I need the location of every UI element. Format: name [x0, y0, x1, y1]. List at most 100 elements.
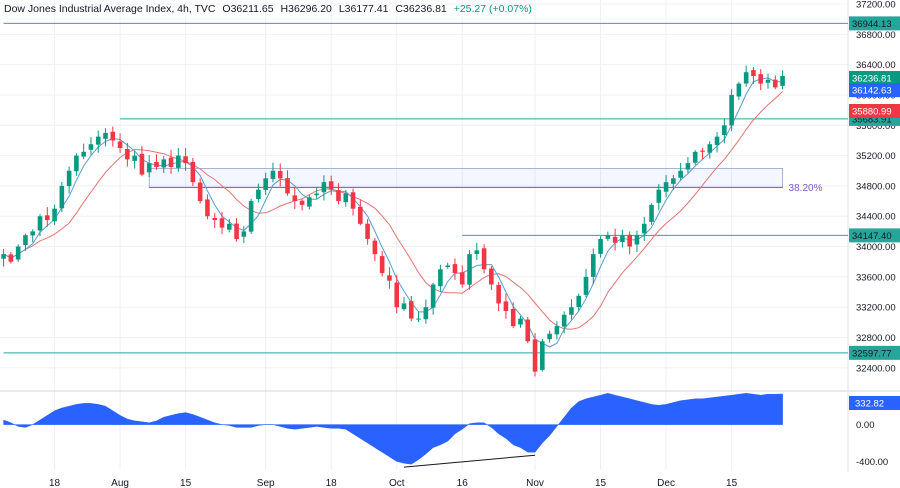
candle — [714, 132, 720, 153]
candle-body — [277, 171, 283, 179]
candle-body — [103, 132, 108, 139]
osc-tick-label: 0.00 — [856, 420, 875, 431]
candle-body — [678, 170, 683, 178]
price-tick-label: 37200.00 — [856, 0, 896, 11]
candle — [95, 130, 101, 153]
candle-body — [503, 301, 509, 311]
candle-body — [168, 157, 174, 167]
candle — [416, 311, 421, 323]
candle — [656, 184, 662, 211]
candle — [612, 228, 618, 251]
candle — [8, 252, 14, 264]
candle — [350, 188, 356, 216]
time-tick-label: Nov — [526, 478, 544, 488]
candle-body — [707, 144, 713, 153]
candle — [132, 151, 137, 169]
candle-body — [212, 218, 218, 221]
candle-body — [66, 170, 72, 187]
price-tick-label: 34400.00 — [856, 212, 896, 223]
candle-body — [226, 223, 232, 230]
candle-body — [176, 155, 181, 168]
candle — [241, 226, 247, 244]
candle-body — [605, 235, 611, 239]
candle — [401, 297, 407, 311]
candle-body — [205, 199, 210, 217]
candle — [321, 175, 327, 201]
candle — [234, 218, 239, 242]
fast-moving-average — [3, 77, 783, 348]
candle — [277, 163, 283, 187]
candle-body — [692, 151, 698, 163]
candle-body — [576, 295, 582, 308]
candle-body — [474, 250, 480, 254]
candle-body — [197, 182, 203, 202]
level-price-label: 35683.91 — [852, 114, 892, 125]
candle-body — [765, 79, 771, 83]
candle-body — [285, 178, 290, 194]
candle-body — [350, 192, 356, 209]
candle — [489, 266, 494, 291]
candle — [423, 299, 429, 324]
candle — [445, 262, 450, 269]
level-price-label: 32597.77 — [852, 348, 892, 359]
candle-body — [554, 326, 560, 335]
candle-body — [612, 236, 618, 243]
candle — [146, 155, 152, 177]
candle — [503, 293, 509, 319]
symbol-title: Dow Jones Industrial Average Index, 4h, … — [4, 3, 216, 15]
candle-body — [700, 150, 705, 152]
candle — [729, 89, 734, 132]
candle — [518, 315, 523, 328]
candle — [263, 172, 268, 196]
candle — [154, 154, 159, 170]
candle-body — [263, 178, 268, 191]
fast-ma-price-label: 36142.63 — [852, 86, 892, 97]
candle-body — [772, 79, 778, 88]
slow-ma-price-label-bg — [849, 103, 900, 118]
candle-body — [525, 319, 531, 342]
candle-body — [146, 163, 152, 173]
candle-body — [30, 231, 36, 236]
candle — [780, 70, 785, 90]
candle-body — [190, 161, 196, 183]
candle-body — [358, 206, 363, 224]
candle — [671, 174, 676, 190]
price-tick-label: 33200.00 — [856, 303, 896, 314]
candle-body — [1, 254, 6, 259]
time-tick-label: Sep — [257, 478, 275, 488]
candle — [765, 73, 771, 89]
candle — [190, 157, 196, 187]
candle-body — [656, 189, 662, 203]
candle-body — [23, 235, 28, 246]
candle — [620, 229, 625, 248]
candle — [561, 311, 567, 334]
time-tick-label: 18 — [49, 478, 61, 488]
candle — [685, 157, 691, 173]
candle — [583, 269, 589, 298]
osc-tick-label: -400.00 — [856, 457, 888, 468]
candle — [722, 118, 727, 144]
candle-body — [569, 307, 574, 315]
candle-body — [321, 182, 327, 193]
candle-body — [328, 181, 334, 190]
candle-body — [627, 234, 632, 247]
fast-ma-price-label-bg — [849, 83, 900, 98]
candle-body — [598, 238, 603, 254]
candle — [605, 231, 611, 242]
candle — [256, 183, 261, 203]
candle — [59, 181, 65, 213]
candle — [197, 178, 203, 204]
candle-body — [125, 148, 130, 160]
candle-body — [88, 144, 94, 150]
level-price-label: 34147.40 — [852, 231, 892, 242]
candle-body — [81, 151, 86, 157]
candle-body — [583, 276, 589, 295]
price-tick-label: 36400.00 — [856, 60, 896, 71]
candle — [103, 128, 108, 147]
candle — [758, 69, 764, 91]
candle — [248, 198, 254, 234]
candle-body — [183, 156, 188, 164]
candle — [219, 211, 225, 235]
candle — [23, 233, 28, 251]
